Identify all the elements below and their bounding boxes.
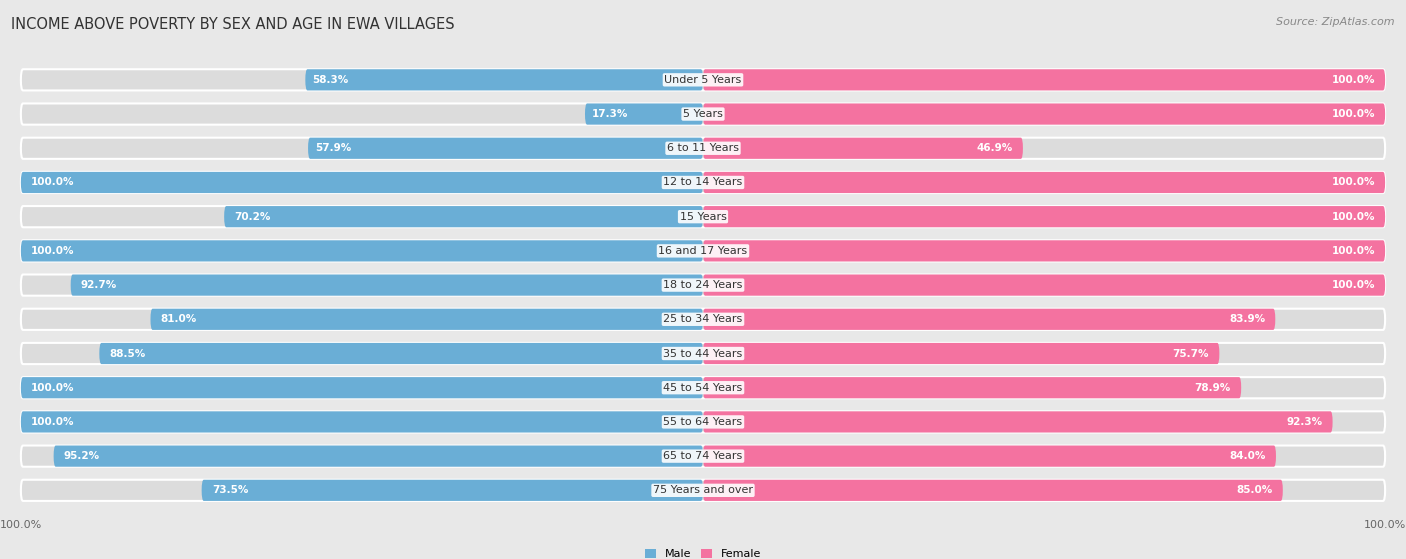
Text: 35 to 44 Years: 35 to 44 Years xyxy=(664,348,742,358)
FancyBboxPatch shape xyxy=(703,103,1385,125)
Text: 100.0%: 100.0% xyxy=(1331,212,1375,222)
Text: 57.9%: 57.9% xyxy=(315,143,352,153)
Text: 12 to 14 Years: 12 to 14 Years xyxy=(664,177,742,187)
FancyBboxPatch shape xyxy=(53,446,703,467)
Text: 75.7%: 75.7% xyxy=(1173,348,1209,358)
Text: 25 to 34 Years: 25 to 34 Years xyxy=(664,314,742,324)
FancyBboxPatch shape xyxy=(21,172,1385,193)
Text: 95.2%: 95.2% xyxy=(63,451,100,461)
FancyBboxPatch shape xyxy=(703,446,1277,467)
FancyBboxPatch shape xyxy=(703,274,1385,296)
FancyBboxPatch shape xyxy=(150,309,703,330)
FancyBboxPatch shape xyxy=(21,377,703,399)
Text: 6 to 11 Years: 6 to 11 Years xyxy=(666,143,740,153)
Text: 92.3%: 92.3% xyxy=(1286,417,1323,427)
Text: 100.0%: 100.0% xyxy=(1331,109,1375,119)
FancyBboxPatch shape xyxy=(703,343,1219,364)
FancyBboxPatch shape xyxy=(703,480,1282,501)
Text: 100.0%: 100.0% xyxy=(1331,177,1375,187)
Text: 81.0%: 81.0% xyxy=(160,314,197,324)
FancyBboxPatch shape xyxy=(21,309,1385,330)
Text: 100.0%: 100.0% xyxy=(31,383,75,393)
Text: 18 to 24 Years: 18 to 24 Years xyxy=(664,280,742,290)
Text: 17.3%: 17.3% xyxy=(592,109,628,119)
Text: 85.0%: 85.0% xyxy=(1236,485,1272,495)
FancyBboxPatch shape xyxy=(21,206,1385,228)
Text: 100.0%: 100.0% xyxy=(1331,280,1375,290)
FancyBboxPatch shape xyxy=(21,411,703,433)
FancyBboxPatch shape xyxy=(703,69,1385,91)
FancyBboxPatch shape xyxy=(21,411,1385,433)
FancyBboxPatch shape xyxy=(305,69,703,91)
Text: 78.9%: 78.9% xyxy=(1195,383,1232,393)
Text: 88.5%: 88.5% xyxy=(110,348,146,358)
FancyBboxPatch shape xyxy=(585,103,703,125)
FancyBboxPatch shape xyxy=(703,377,1241,399)
Text: Under 5 Years: Under 5 Years xyxy=(665,75,741,85)
Text: 100.0%: 100.0% xyxy=(31,246,75,256)
Text: 65 to 74 Years: 65 to 74 Years xyxy=(664,451,742,461)
FancyBboxPatch shape xyxy=(21,480,1385,501)
Text: 84.0%: 84.0% xyxy=(1229,451,1265,461)
Text: INCOME ABOVE POVERTY BY SEX AND AGE IN EWA VILLAGES: INCOME ABOVE POVERTY BY SEX AND AGE IN E… xyxy=(11,17,456,32)
FancyBboxPatch shape xyxy=(21,377,1385,399)
Text: 100.0%: 100.0% xyxy=(31,417,75,427)
FancyBboxPatch shape xyxy=(21,274,1385,296)
Text: 100.0%: 100.0% xyxy=(31,177,75,187)
Text: 100.0%: 100.0% xyxy=(1331,75,1375,85)
Text: 92.7%: 92.7% xyxy=(82,280,117,290)
Text: 70.2%: 70.2% xyxy=(235,212,271,222)
Legend: Male, Female: Male, Female xyxy=(641,544,765,559)
FancyBboxPatch shape xyxy=(703,309,1275,330)
Text: 100.0%: 100.0% xyxy=(1331,246,1375,256)
FancyBboxPatch shape xyxy=(21,172,703,193)
FancyBboxPatch shape xyxy=(21,69,1385,91)
Text: 45 to 54 Years: 45 to 54 Years xyxy=(664,383,742,393)
FancyBboxPatch shape xyxy=(21,103,1385,125)
FancyBboxPatch shape xyxy=(703,411,1333,433)
FancyBboxPatch shape xyxy=(703,138,1024,159)
FancyBboxPatch shape xyxy=(703,172,1385,193)
FancyBboxPatch shape xyxy=(308,138,703,159)
FancyBboxPatch shape xyxy=(70,274,703,296)
FancyBboxPatch shape xyxy=(21,343,1385,364)
Text: 75 Years and over: 75 Years and over xyxy=(652,485,754,495)
FancyBboxPatch shape xyxy=(21,446,1385,467)
FancyBboxPatch shape xyxy=(21,138,1385,159)
Text: 83.9%: 83.9% xyxy=(1229,314,1265,324)
Text: 15 Years: 15 Years xyxy=(679,212,727,222)
FancyBboxPatch shape xyxy=(100,343,703,364)
Text: 58.3%: 58.3% xyxy=(312,75,349,85)
FancyBboxPatch shape xyxy=(21,240,703,262)
Text: 73.5%: 73.5% xyxy=(212,485,249,495)
FancyBboxPatch shape xyxy=(201,480,703,501)
Text: 16 and 17 Years: 16 and 17 Years xyxy=(658,246,748,256)
Text: 5 Years: 5 Years xyxy=(683,109,723,119)
Text: Source: ZipAtlas.com: Source: ZipAtlas.com xyxy=(1277,17,1395,27)
FancyBboxPatch shape xyxy=(21,240,1385,262)
FancyBboxPatch shape xyxy=(224,206,703,228)
FancyBboxPatch shape xyxy=(703,206,1385,228)
Text: 55 to 64 Years: 55 to 64 Years xyxy=(664,417,742,427)
FancyBboxPatch shape xyxy=(703,240,1385,262)
Text: 46.9%: 46.9% xyxy=(976,143,1012,153)
